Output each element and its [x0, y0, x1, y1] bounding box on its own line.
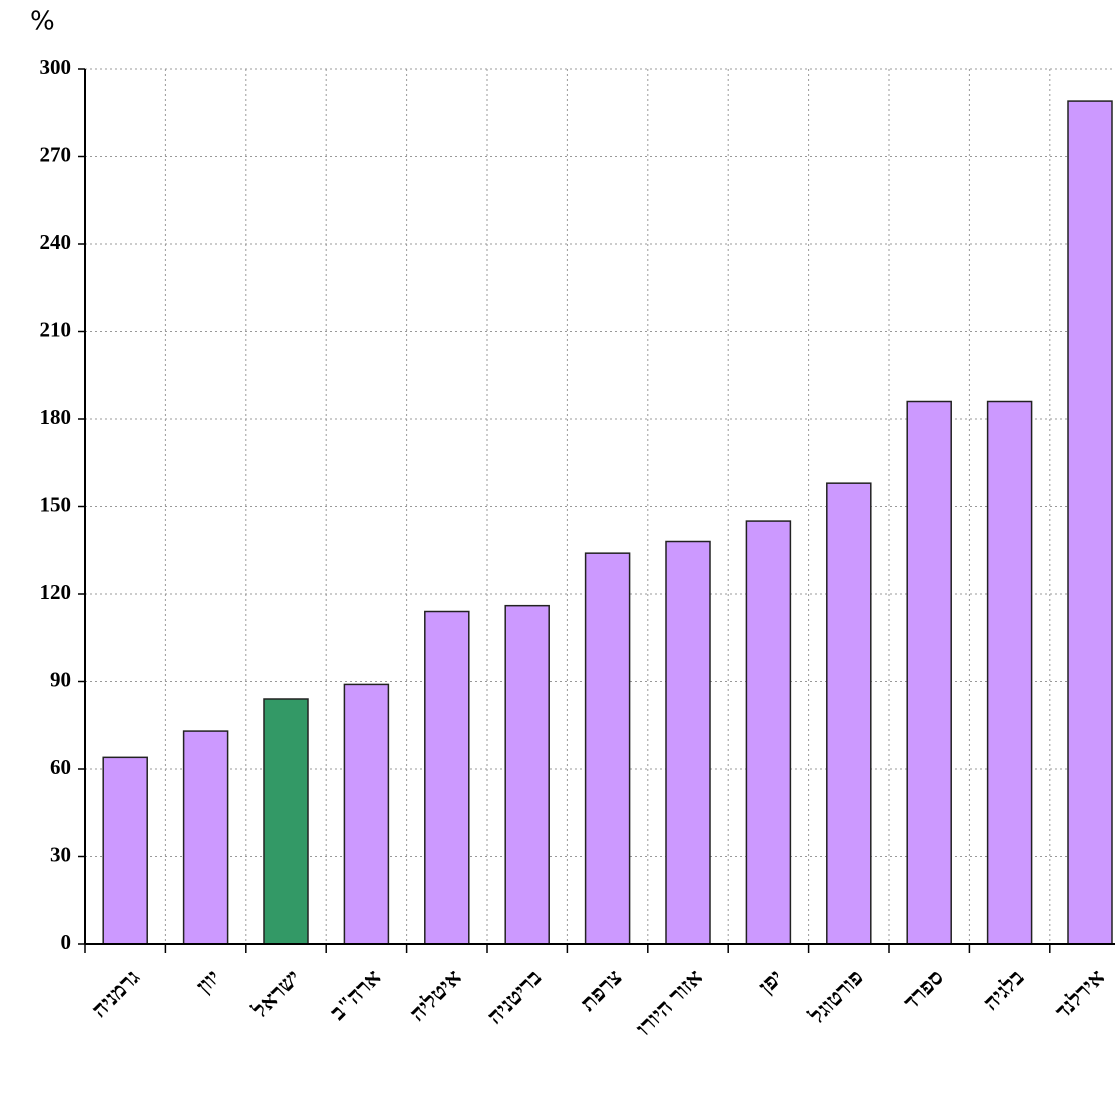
bar	[343, 683, 390, 945]
bar	[263, 698, 309, 945]
bar	[584, 552, 631, 945]
bar	[182, 730, 229, 945]
y-tick-label: 90	[50, 667, 71, 691]
x-tick-label: פורטוגל	[804, 964, 868, 1028]
x-tick-label: ארה"ב	[325, 964, 385, 1024]
bar	[102, 756, 148, 945]
y-tick-label: 270	[40, 142, 72, 166]
x-tick-label: צרפת	[575, 964, 626, 1015]
x-tick-label: בלגיה	[978, 964, 1029, 1015]
y-tick-label: 0	[61, 930, 72, 954]
bar	[424, 610, 470, 945]
x-tick-label: ספרד	[898, 964, 948, 1014]
y-tick-label: 210	[40, 317, 72, 341]
x-tick-label: בריטניה	[482, 964, 546, 1028]
bar	[665, 540, 711, 945]
y-tick-label: 180	[40, 405, 72, 429]
x-tick-label: איטליה	[404, 964, 465, 1025]
bar	[986, 400, 1033, 945]
y-tick-label: 150	[40, 492, 72, 516]
bar	[504, 604, 550, 945]
x-tick-label: אירלנד	[1050, 964, 1109, 1023]
y-unit: %	[30, 7, 55, 37]
y-tick-label: 30	[50, 842, 71, 866]
y-tick-label: 60	[50, 755, 71, 779]
bar	[745, 520, 792, 945]
bar	[826, 482, 872, 945]
x-tick-label: יפן	[753, 964, 787, 998]
x-tick-label: יוון	[191, 964, 225, 998]
bar	[906, 400, 952, 945]
y-tick-label: 240	[40, 230, 72, 254]
bar	[1067, 100, 1113, 945]
y-tick-label: 300	[40, 55, 72, 79]
x-tick-label: אזור היורו	[631, 964, 707, 1040]
y-tick-label: 120	[40, 580, 72, 604]
x-tick-label: ישראל	[247, 964, 305, 1022]
x-tick-label: גרמניה	[87, 964, 145, 1022]
